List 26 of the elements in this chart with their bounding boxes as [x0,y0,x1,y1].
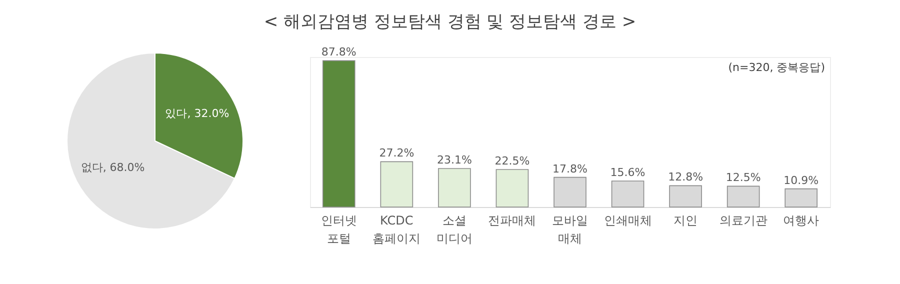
x-tick-label: 전파매체 [488,214,536,228]
x-tick-label: 모바일 매체 [552,214,588,246]
slice-label: 없다, 68.0% [80,160,145,174]
x-tick-label: 소셜 미디어 [436,214,472,246]
x-tick-label: 지인 [674,214,698,228]
data-label: 12.8% [668,170,704,184]
x-tick-label: 여행사 [783,214,820,228]
data-label: 23.1% [436,154,472,166]
data-label: 10.9% [784,174,819,187]
bar [322,60,356,208]
x-tick-label: KCDC 홈페이지 [372,214,421,246]
data-label: 17.8% [552,162,588,176]
slice-label: 있다, 32.0% [165,107,230,120]
bar [380,161,414,208]
data-label: 12.5% [726,171,761,184]
annotation: (n=320, 중복응답) [728,61,825,74]
x-tick-label: 인터넷 포털 [320,214,357,246]
x-tick-label: 인쇄매체 [604,214,652,228]
bar [496,169,529,208]
data-label: 15.6% [610,166,646,179]
x-tick-label: 의료기관 [719,214,768,228]
data-label: 22.5% [494,154,530,168]
data-label: 27.2% [379,146,414,160]
bar [438,168,471,208]
chart-title: < 해외감염병 정보탐색 경험 및 정보탐색 경로 > [264,12,636,32]
data-label: 87.8% [321,46,356,59]
